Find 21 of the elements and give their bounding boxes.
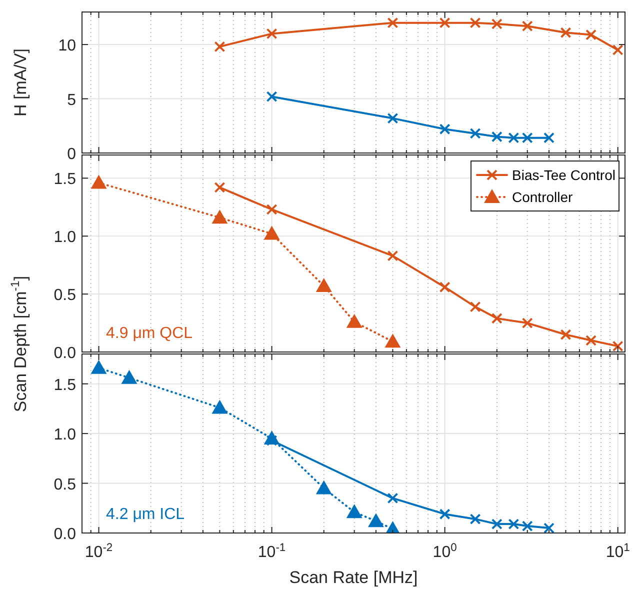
y-tick-label: 1.0 xyxy=(54,426,76,444)
legend-label: Controller xyxy=(512,189,574,205)
y-tick-label: 0.0 xyxy=(54,345,76,362)
y-tick-label: 1.0 xyxy=(54,229,76,246)
x-tick-label: 10$^{0}$ xyxy=(432,542,457,561)
y-tick-label: 10 xyxy=(58,38,76,55)
y-axis-title: H [mA/V] xyxy=(11,48,30,117)
y-tick-label: 0.5 xyxy=(54,287,76,304)
y-tick-label: 0.0 xyxy=(54,526,76,543)
y-tick-label: 5 xyxy=(67,92,76,109)
legend-label: Bias-Tee Control xyxy=(512,167,616,183)
y-tick-label: 0 xyxy=(67,146,76,163)
annotation: 4.9 μm QCL xyxy=(106,325,193,342)
y-tick-label: 0.5 xyxy=(54,476,76,494)
annotation: 4.2 μm ICL xyxy=(106,506,185,523)
x-tick-label: 10$^{-1}$ xyxy=(258,542,286,561)
x-tick-label: 10$^{-2}$ xyxy=(84,542,113,561)
x-tick-label: 10$^{1}$ xyxy=(606,542,630,561)
y-tick-label: 1.5 xyxy=(54,376,76,394)
y-tick-label: 1.5 xyxy=(54,171,76,188)
x-axis-title: Scan Rate [MHz] xyxy=(289,568,418,587)
